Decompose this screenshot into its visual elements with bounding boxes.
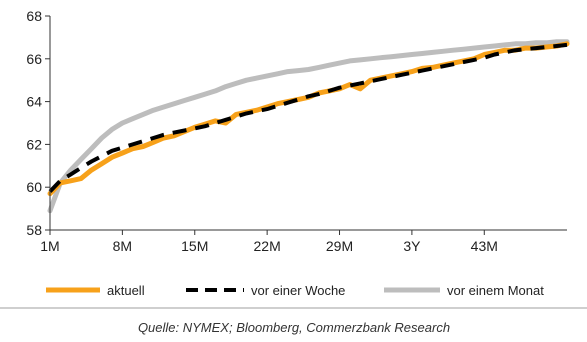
series-line-vor-einer-woche (48, 42, 568, 193)
y-tick-label: 64 (26, 94, 42, 110)
x-tick-label: 15M (181, 238, 208, 254)
x-tick-label: 1M (40, 238, 59, 254)
y-tick-label: 58 (26, 222, 42, 238)
series-line-vor-einem-monat (47, 39, 570, 214)
x-tick-label: 3Y (403, 238, 421, 254)
y-tick-label: 60 (26, 179, 42, 195)
axes (49, 16, 567, 231)
y-tick-label: 66 (26, 51, 42, 67)
y-tick-label: 62 (26, 136, 42, 152)
x-tick-label: 22M (254, 238, 281, 254)
legend: aktuell vor einer Woche vor einem Monat (46, 283, 544, 298)
legend-label: aktuell (107, 283, 145, 298)
series-lines (47, 39, 570, 214)
x-tick-label: 43M (471, 238, 498, 254)
legend-label: vor einer Woche (251, 283, 345, 298)
legend-label: vor einem Monat (447, 283, 544, 298)
y-tick-label: 68 (26, 8, 42, 24)
source-note: Quelle: NYMEX; Bloomberg, Commerzbank Re… (138, 320, 450, 335)
x-tick-label: 29M (326, 238, 353, 254)
x-tick-label: 8M (113, 238, 132, 254)
axis-ticks: 58 60 62 64 66 68 1M 8M 15M 22M 29M 3Y 43M (26, 8, 497, 254)
